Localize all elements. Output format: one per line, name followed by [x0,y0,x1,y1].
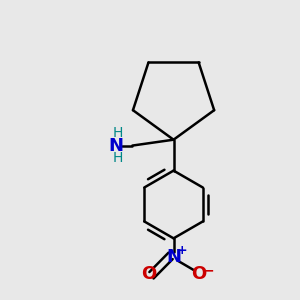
Text: N: N [109,136,124,154]
Text: H: H [112,151,123,165]
Text: O: O [191,265,206,283]
Text: +: + [176,244,187,256]
Text: N: N [166,248,181,266]
Text: O: O [141,265,156,283]
Text: −: − [202,263,214,277]
Text: H: H [112,126,123,140]
